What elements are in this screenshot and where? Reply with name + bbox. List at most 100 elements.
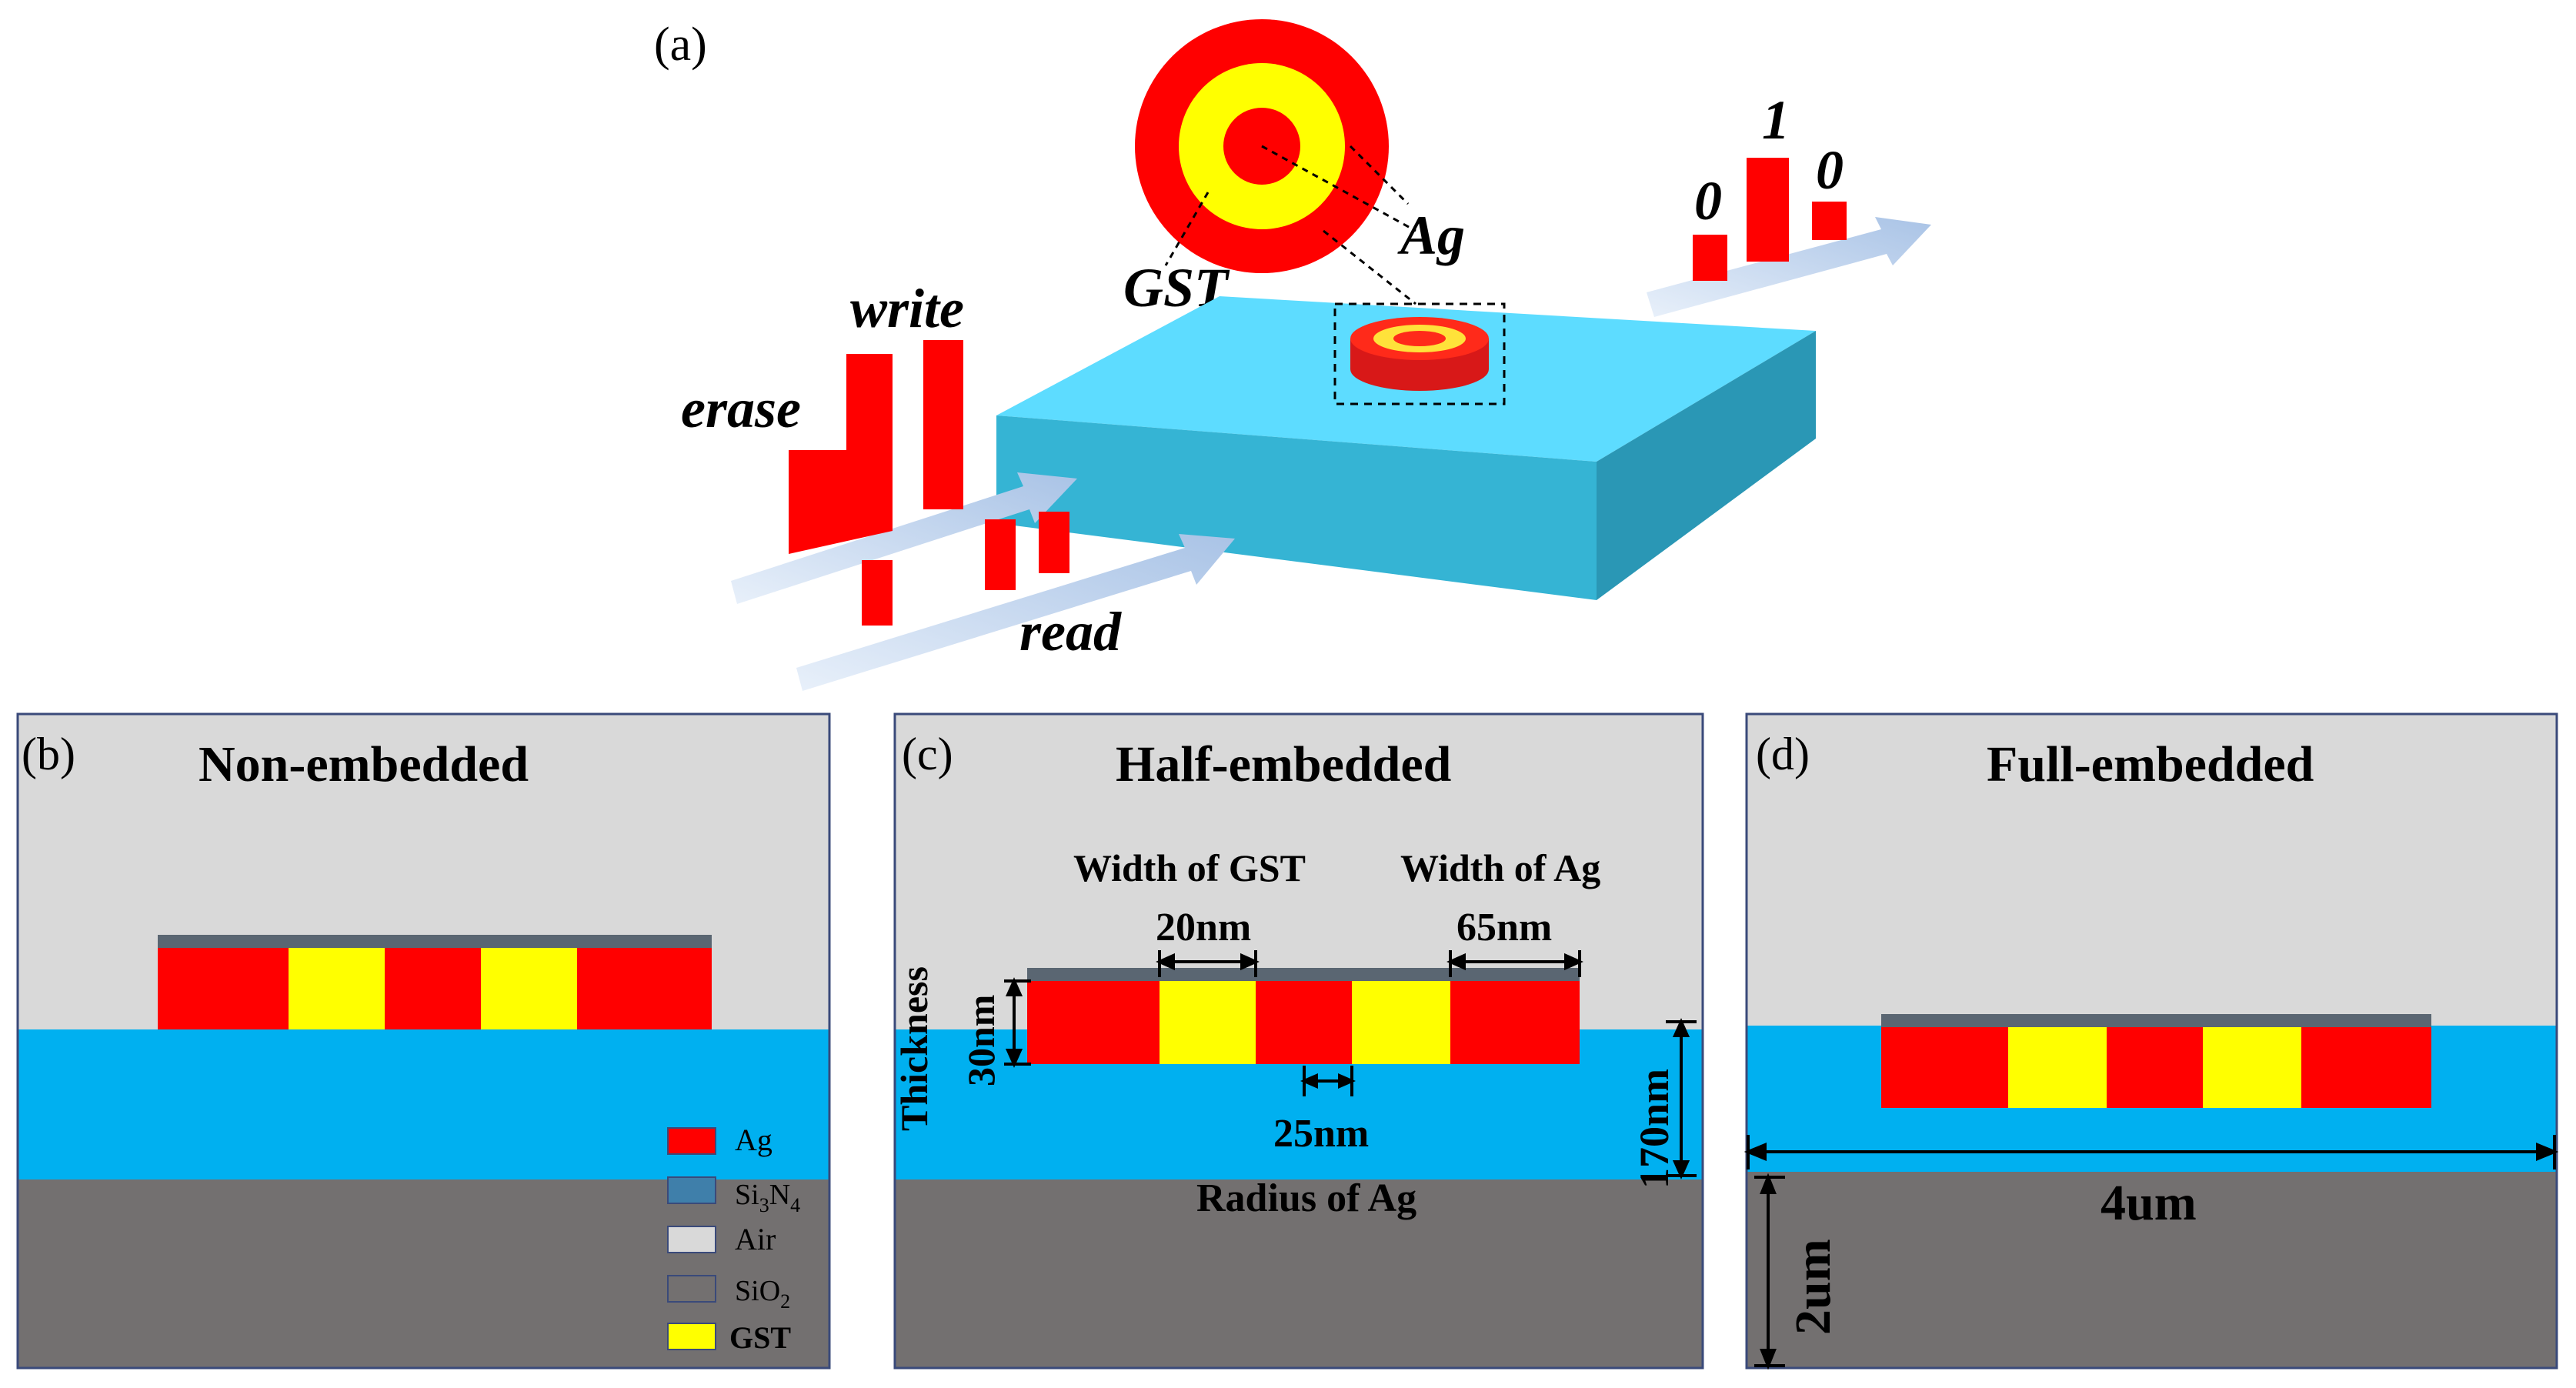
dimension-lines xyxy=(1004,950,1697,1179)
slab-side xyxy=(1597,331,1816,600)
height-value: 170nm xyxy=(1631,1069,1677,1189)
erase-pulse-lower xyxy=(862,560,893,626)
bit1-label: 1 xyxy=(1762,89,1790,151)
width-gst-value: 20nm xyxy=(1156,906,1251,949)
erase-pulse xyxy=(789,354,893,554)
panel-c: (c) Half-embedded Width of GST Width of … xyxy=(893,712,1704,1370)
dimension-lines xyxy=(1743,1135,2559,1370)
legend: Ag Si3N4 Air SiO2 GST xyxy=(667,1123,800,1355)
radius-value: 25nm xyxy=(1273,1112,1369,1156)
ag-block-3 xyxy=(1450,981,1580,1064)
air-layer xyxy=(1747,714,2557,1026)
gst-block-2 xyxy=(1352,981,1450,1064)
waveguide-slab xyxy=(996,296,1816,600)
panel-frame xyxy=(1745,712,2558,1370)
ag-block-1 xyxy=(1881,1027,2008,1108)
output-arrow xyxy=(1647,217,1931,317)
slab-front xyxy=(996,415,1597,600)
legend-gst-swatch xyxy=(667,1323,716,1350)
dim-w-arrow-l xyxy=(1743,1143,1767,1161)
legend-ag-swatch xyxy=(667,1127,716,1155)
panel-c-tag: (c) xyxy=(902,729,953,779)
legend-air-swatch xyxy=(667,1226,716,1253)
legend-ag-label: Ag xyxy=(735,1123,772,1157)
cap-layer xyxy=(1881,1014,2431,1027)
ring-top-view: Ag GST xyxy=(1123,19,1465,319)
gst-block-1 xyxy=(289,948,385,1029)
erase-label: erase xyxy=(681,378,801,439)
thickness-label: Thickness xyxy=(893,966,936,1131)
dim-w-arrow-r xyxy=(2536,1143,2559,1161)
panel-d: (d) Full-embedded 4um 2um xyxy=(1743,712,2559,1370)
thickness-value: 30nm xyxy=(959,995,1003,1086)
height-value: 2um xyxy=(1785,1239,1841,1335)
input-arrow-top xyxy=(731,472,1077,604)
dim-gst-arrow-l xyxy=(1156,953,1175,971)
legend-si3n4-label: Si3N4 xyxy=(735,1179,800,1216)
panel-b-title: Non-embedded xyxy=(199,736,529,792)
read-label: read xyxy=(1019,601,1122,662)
gst-block-2 xyxy=(2203,1027,2301,1108)
cap-layer xyxy=(158,935,712,948)
dim-thk-arrow-t xyxy=(1005,977,1023,996)
width-ag-value: 65nm xyxy=(1457,906,1552,949)
cap-layer xyxy=(1027,968,1580,981)
dim-h-arrow-b xyxy=(1672,1160,1690,1179)
panel-b-tag: (b) xyxy=(22,729,75,779)
panel-c-title: Half-embedded xyxy=(1116,736,1451,792)
panel-a: (a) Ag GST xyxy=(654,18,1931,691)
dim-rad-arrow-r xyxy=(1338,1073,1356,1089)
width-ag-label: Width of Ag xyxy=(1400,846,1600,889)
width-gst-label: Width of GST xyxy=(1073,846,1306,889)
output-pulses xyxy=(1693,158,1847,281)
bit0-right-label: 0 xyxy=(1816,139,1844,201)
leader-zoom xyxy=(1323,229,1416,305)
bit0-right-bar xyxy=(1812,202,1847,240)
gst-block-1 xyxy=(1160,981,1256,1064)
dim-h-arrow-t xyxy=(1760,1173,1777,1194)
dim-ag-arrow-l xyxy=(1446,953,1466,971)
panel-frame xyxy=(16,712,831,1370)
si3n4-layer xyxy=(18,1029,829,1179)
width-value: 4um xyxy=(2101,1175,2197,1231)
dim-thk-arrow-b xyxy=(1005,1049,1023,1068)
gst-block-2 xyxy=(481,948,577,1029)
panel-b: (b) Non-embedded Ag Si3N4 Air SiO2 GST xyxy=(16,712,831,1370)
gst-block-1 xyxy=(2008,1027,2107,1108)
dim-h-arrow-b xyxy=(1760,1349,1777,1370)
dim-h-arrow-t xyxy=(1672,1018,1690,1037)
radius-label: Radius of Ag xyxy=(1196,1176,1416,1220)
zoom-box xyxy=(1333,302,1506,405)
legend-air-label: Air xyxy=(735,1222,776,1256)
ag-label: Ag xyxy=(1397,205,1465,266)
leader-ag-2 xyxy=(1349,145,1410,205)
bit0-left-label: 0 xyxy=(1694,170,1722,232)
legend-sio2-label: SiO2 xyxy=(735,1275,790,1313)
ag-block-3 xyxy=(577,948,712,1029)
dim-rad-arrow-l xyxy=(1300,1073,1318,1089)
write-pulse xyxy=(923,340,963,509)
dim-gst-arrow-r xyxy=(1240,953,1260,971)
ag-block-2 xyxy=(1256,981,1352,1064)
dim-ag-arrow-r xyxy=(1564,953,1583,971)
ag-block-1 xyxy=(1027,981,1160,1064)
panel-d-tag: (d) xyxy=(1756,729,1810,779)
ag-block-3 xyxy=(2301,1027,2431,1108)
legend-si3n4-swatch xyxy=(667,1176,716,1204)
input-arrow-bottom xyxy=(796,534,1235,691)
panel-d-title: Full-embedded xyxy=(1987,736,2314,792)
sio2-layer xyxy=(895,1179,1703,1368)
write-label: write xyxy=(850,278,964,339)
panel-a-tag: (a) xyxy=(654,18,707,71)
leader-gst xyxy=(1164,192,1210,266)
ag-block-2 xyxy=(385,948,481,1029)
ring-on-slab xyxy=(1333,302,1506,405)
ag-block-2 xyxy=(2107,1027,2203,1108)
panel-frame xyxy=(893,712,1704,1370)
input-pulses xyxy=(789,340,1069,626)
read-pulse-1 xyxy=(985,519,1016,590)
legend-sio2-swatch xyxy=(667,1275,716,1303)
bit0-left-bar xyxy=(1693,235,1727,281)
sio2-layer xyxy=(1747,1172,2557,1368)
